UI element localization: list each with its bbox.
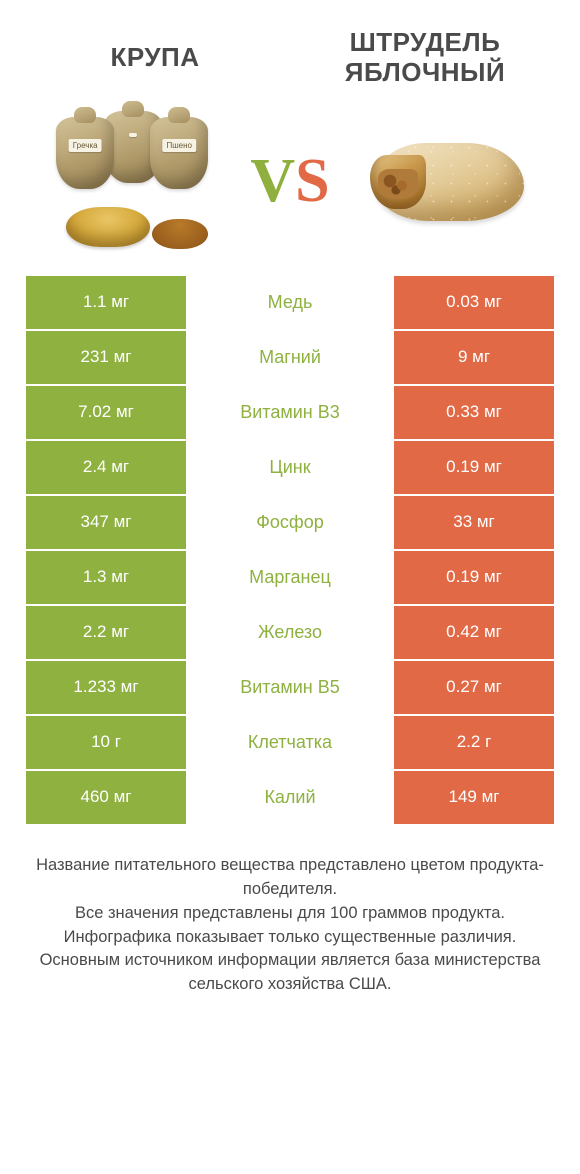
- nutrient-name: Клетчатка: [186, 716, 394, 769]
- nutrient-name: Калий: [186, 771, 394, 824]
- table-row: 460 мгКалий149 мг: [26, 771, 554, 826]
- table-row: 231 мгМагний9 мг: [26, 331, 554, 386]
- right-value: 0.33 мг: [394, 386, 554, 439]
- table-row: 2.2 мгЖелезо0.42 мг: [26, 606, 554, 661]
- right-value: 2.2 г: [394, 716, 554, 769]
- right-value: 33 мг: [394, 496, 554, 549]
- left-value: 7.02 мг: [26, 386, 186, 439]
- footer-line: Все значения представлены для 100 граммо…: [30, 902, 550, 926]
- left-product-title: КРУПА: [20, 28, 290, 88]
- table-row: 1.233 мгВитамин B50.27 мг: [26, 661, 554, 716]
- nutrient-name: Марганец: [186, 551, 394, 604]
- left-value: 1.233 мг: [26, 661, 186, 714]
- nutrient-name: Медь: [186, 276, 394, 329]
- grain-sacks-icon: Гречка Пшено: [46, 111, 216, 251]
- nutrient-name: Цинк: [186, 441, 394, 494]
- nutrient-name: Витамин B5: [186, 661, 394, 714]
- left-value: 347 мг: [26, 496, 186, 549]
- sack-tag: Гречка: [69, 139, 102, 152]
- footer-line: Основным источником информации является …: [30, 949, 550, 997]
- comparison-table: 1.1 мгМедь0.03 мг231 мгМагний9 мг7.02 мг…: [26, 274, 554, 826]
- image-row: Гречка Пшено VS: [0, 98, 580, 274]
- nutrient-name: Витамин B3: [186, 386, 394, 439]
- nutrient-name: Магний: [186, 331, 394, 384]
- right-value: 0.27 мг: [394, 661, 554, 714]
- right-value: 149 мг: [394, 771, 554, 824]
- footer-line: Инфографика показывает только существенн…: [30, 926, 550, 950]
- footer-line: Название питательного вещества представл…: [30, 854, 550, 902]
- left-value: 1.3 мг: [26, 551, 186, 604]
- right-value: 0.03 мг: [394, 276, 554, 329]
- vs-s: S: [295, 147, 329, 215]
- left-value: 1.1 мг: [26, 276, 186, 329]
- table-row: 2.4 мгЦинк0.19 мг: [26, 441, 554, 496]
- vs-label: VS: [250, 150, 329, 212]
- right-value: 0.19 мг: [394, 441, 554, 494]
- right-value: 0.42 мг: [394, 606, 554, 659]
- table-row: 1.3 мгМарганец0.19 мг: [26, 551, 554, 606]
- vs-v: V: [250, 147, 295, 215]
- strudel-icon: [364, 121, 534, 241]
- right-value: 9 мг: [394, 331, 554, 384]
- left-product-image: Гречка Пшено: [20, 106, 242, 256]
- left-value: 460 мг: [26, 771, 186, 824]
- sack-tag: [129, 133, 137, 137]
- table-row: 1.1 мгМедь0.03 мг: [26, 276, 554, 331]
- nutrient-name: Фосфор: [186, 496, 394, 549]
- left-value: 2.4 мг: [26, 441, 186, 494]
- right-product-image: [338, 106, 560, 256]
- right-product-title: ШТРУДЕЛЬ ЯБЛОЧНЫЙ: [290, 28, 560, 88]
- sack-tag: Пшено: [162, 139, 195, 152]
- table-row: 7.02 мгВитамин B30.33 мг: [26, 386, 554, 441]
- nutrient-name: Железо: [186, 606, 394, 659]
- footer-notes: Название питательного вещества представл…: [30, 854, 550, 998]
- infographic: КРУПА ШТРУДЕЛЬ ЯБЛОЧНЫЙ Гречка Пшено VS …: [0, 0, 580, 997]
- left-value: 231 мг: [26, 331, 186, 384]
- table-row: 10 гКлетчатка2.2 г: [26, 716, 554, 771]
- left-value: 2.2 мг: [26, 606, 186, 659]
- right-value: 0.19 мг: [394, 551, 554, 604]
- header: КРУПА ШТРУДЕЛЬ ЯБЛОЧНЫЙ: [0, 0, 580, 98]
- left-value: 10 г: [26, 716, 186, 769]
- table-row: 347 мгФосфор33 мг: [26, 496, 554, 551]
